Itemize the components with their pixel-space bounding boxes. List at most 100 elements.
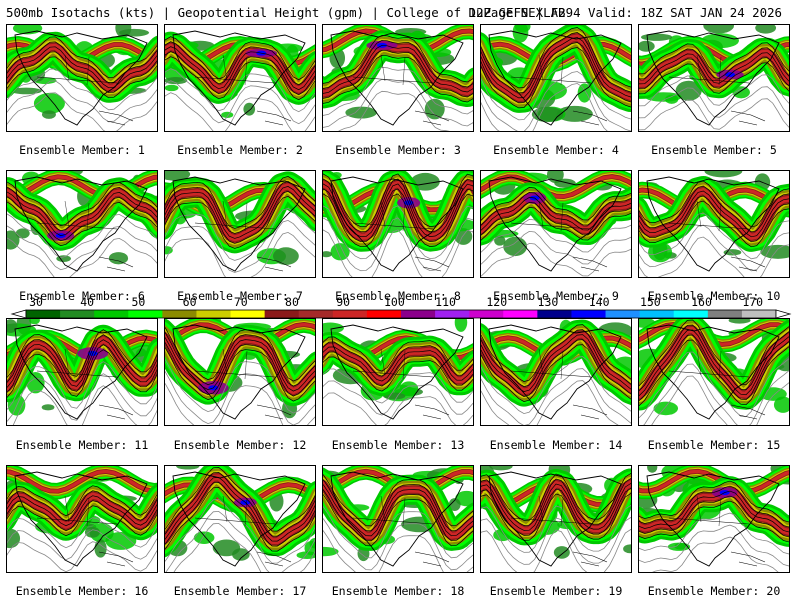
ensemble-member-map <box>6 318 158 426</box>
ensemble-member-map <box>480 24 632 132</box>
colorbar-tick-label: 160 <box>691 296 712 309</box>
colorbar-swatch <box>366 310 402 318</box>
colorbar-swatch <box>741 310 777 318</box>
colorbar-swatch <box>673 310 709 318</box>
ensemble-member-label: Ensemble Member: 4 <box>493 143 619 157</box>
map-graphic <box>481 171 631 277</box>
ensemble-member-map <box>480 465 632 573</box>
ensemble-member-label: Ensemble Member: 2 <box>177 143 303 157</box>
colorbar-graphic: 30 40 50 60 70 80 90 100 110 120 130 140 150 160 170 <box>10 296 792 319</box>
map-graphic <box>7 25 157 131</box>
colorbar-swatch <box>571 310 606 318</box>
ensemble-member-map <box>6 170 158 278</box>
ensemble-member-label: Ensemble Member: 8 <box>335 289 461 303</box>
ensemble-member-label: Ensemble Member: 1 <box>19 143 145 157</box>
ensemble-member-map <box>6 465 158 573</box>
map-graphic <box>165 466 315 572</box>
ensemble-member-map <box>322 318 474 426</box>
ensemble-member-label: Ensemble Member: 17 <box>173 584 307 598</box>
map-graphic <box>165 171 315 277</box>
map-graphic <box>165 319 315 425</box>
colorbar-swatch <box>60 310 95 318</box>
ensemble-member-label: Ensemble Member: 12 <box>173 438 307 452</box>
colorbar-tick-label: 100 <box>384 296 405 309</box>
colorbar-tick-label: 50 <box>131 296 145 309</box>
ensemble-member-label: Ensemble Member: 14 <box>489 438 623 452</box>
colorbar-tick-label: 80 <box>285 296 299 309</box>
colorbar-tick-label: 130 <box>538 296 559 309</box>
map-graphic <box>323 171 473 277</box>
ensemble-member-map <box>164 465 316 573</box>
colorbar-swatch <box>128 310 163 318</box>
map-graphic <box>639 466 789 572</box>
ensemble-member-map <box>322 24 474 132</box>
colorbar-swatch <box>230 310 266 318</box>
colorbar-swatch <box>94 310 129 318</box>
colorbar-arrow-left <box>10 309 27 319</box>
map-graphic <box>323 319 473 425</box>
colorbar-swatch <box>196 310 231 318</box>
model-valid-time: 12Z GEFS | F294 Valid: 18Z SAT JAN 24 20… <box>468 5 782 20</box>
ensemble-member-label: Ensemble Member: 16 <box>15 584 149 598</box>
ensemble-member-map <box>164 318 316 426</box>
ensemble-member-label: Ensemble Member: 7 <box>177 289 303 303</box>
colorbar-swatch <box>26 310 61 318</box>
colorbar-tick-label: 90 <box>336 296 350 309</box>
ensemble-member-label: Ensemble Member: 6 <box>19 289 145 303</box>
ensemble-member-map <box>480 170 632 278</box>
ensemble-member-map <box>638 170 790 278</box>
colorbar-swatch <box>332 310 368 318</box>
colorbar-tick-label: 140 <box>589 296 610 309</box>
ensemble-member-map <box>638 318 790 426</box>
colorbar-tick-label: 170 <box>742 296 763 309</box>
colorbar-tick-label: 30 <box>29 296 43 309</box>
ensemble-member-label: Ensemble Member: 9 <box>493 289 619 303</box>
map-graphic <box>7 319 157 425</box>
colorbar-arrow-right <box>775 309 792 319</box>
ensemble-member-label: Ensemble Member: 11 <box>15 438 149 452</box>
colorbar-swatch <box>537 310 572 318</box>
ensemble-member-label: Ensemble Member: 10 <box>647 289 781 303</box>
colorbar-swatch <box>639 310 675 318</box>
colorbar-swatch <box>605 310 641 318</box>
map-graphic <box>639 319 789 425</box>
map-graphic <box>7 466 157 572</box>
map-graphic <box>481 319 631 425</box>
ensemble-member-label: Ensemble Member: 15 <box>647 438 781 452</box>
colorbar-swatch <box>264 310 300 318</box>
map-graphic <box>639 171 789 277</box>
ensemble-member-map <box>322 170 474 278</box>
map-graphic <box>323 466 473 572</box>
ensemble-member-label: Ensemble Member: 18 <box>331 584 465 598</box>
colorbar-swatch <box>401 310 436 318</box>
map-graphic <box>481 466 631 572</box>
ensemble-member-label: Ensemble Member: 19 <box>489 584 623 598</box>
ensemble-member-label: Ensemble Member: 13 <box>331 438 465 452</box>
colorbar-tick-label: 70 <box>234 296 248 309</box>
map-graphic <box>481 25 631 131</box>
colorbar-swatch <box>162 310 197 318</box>
colorbar-swatch <box>469 310 504 318</box>
ensemble-member-map <box>164 24 316 132</box>
isotach-colorbar: 30 40 50 60 70 80 90 100 110 120 130 140 150 160 170 <box>10 296 792 320</box>
map-graphic <box>7 171 157 277</box>
ensemble-member-map <box>638 24 790 132</box>
map-graphic <box>639 25 789 131</box>
ensemble-member-label: Ensemble Member: 20 <box>647 584 781 598</box>
colorbar-tick-label: 120 <box>486 296 507 309</box>
ensemble-member-map <box>322 465 474 573</box>
colorbar-tick-label: 40 <box>80 296 94 309</box>
ensemble-member-map <box>638 465 790 573</box>
map-title: 500mb Isotachs (kts) | Geopotential Heig… <box>6 5 566 20</box>
ensemble-member-map <box>480 318 632 426</box>
ensemble-member-label: Ensemble Member: 5 <box>651 143 777 157</box>
map-graphic <box>165 30 315 131</box>
colorbar-swatch <box>435 310 470 318</box>
ensemble-member-map <box>164 170 316 278</box>
ensemble-member-label: Ensemble Member: 3 <box>335 143 461 157</box>
map-graphic <box>323 25 473 131</box>
map-header: 500mb Isotachs (kts) | Geopotential Heig… <box>4 4 796 22</box>
colorbar-tick-label: 110 <box>435 296 456 309</box>
colorbar-swatch <box>298 310 334 318</box>
colorbar-swatch <box>707 310 743 318</box>
